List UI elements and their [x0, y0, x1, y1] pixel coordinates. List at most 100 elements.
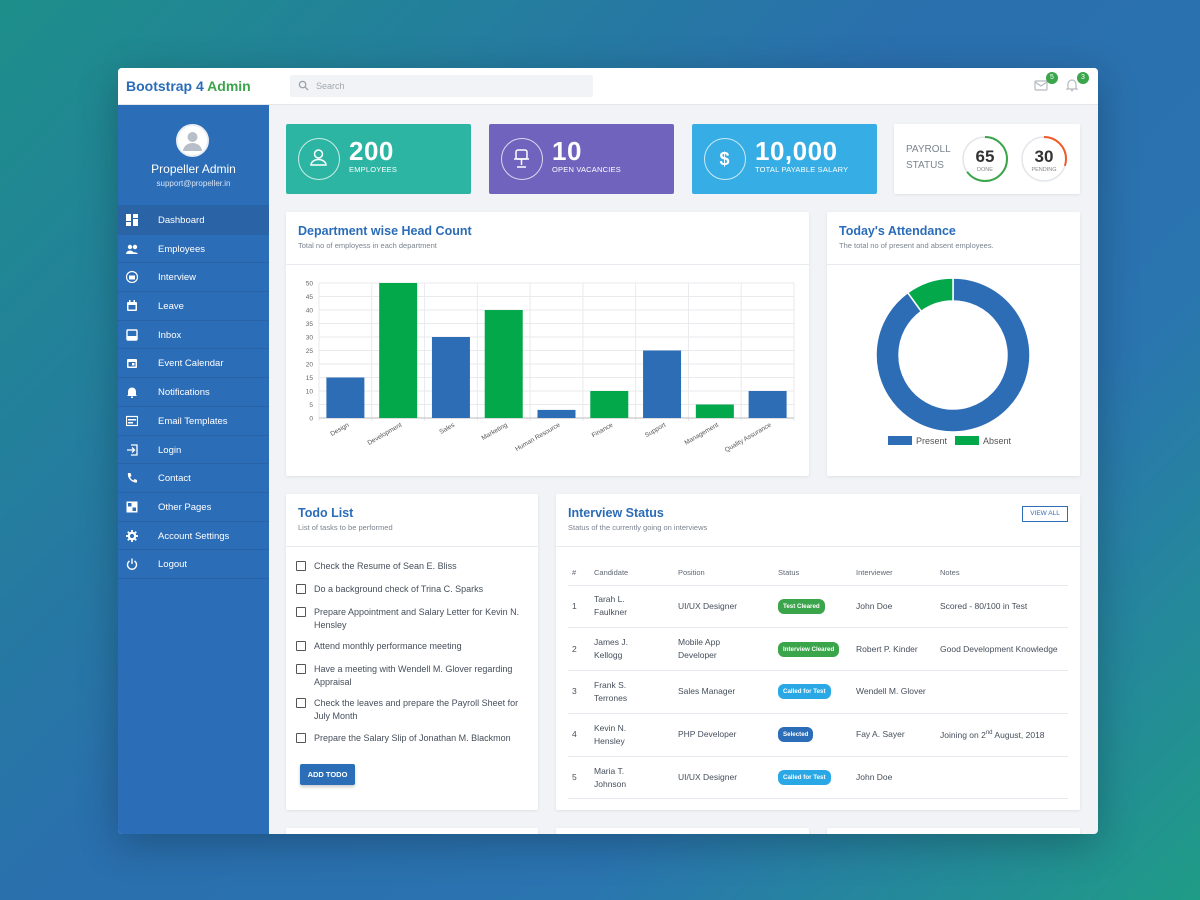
table-row[interactable]: 2 James J. Kellogg Mobile App Developer Int… [568, 627, 1068, 672]
sidebar-item-employees[interactable]: Employees [118, 235, 269, 264]
bell-icon [127, 387, 137, 399]
x-tick-label: Design [329, 421, 350, 437]
column-header: Notes [940, 560, 1068, 586]
add-todo-button[interactable]: ADD TODO [300, 764, 355, 785]
table-row[interactable]: 4 Kevin N. Hensley PHP Developer Selected Fa… [568, 713, 1068, 757]
mail-icon [1034, 80, 1048, 91]
bar-marketing[interactable] [484, 310, 523, 418]
donut-slice-absent[interactable] [906, 277, 954, 313]
todo-card: Todo List List of tasks to be performed … [286, 494, 538, 810]
notes: Joining on 2nd August, 2018 [940, 713, 1068, 757]
card-title: Interview Status [568, 506, 664, 520]
notifications-button[interactable]: 3 [1065, 72, 1089, 94]
interviewer: John Doe [856, 756, 940, 800]
sidebar-item-contact[interactable]: Contact [118, 464, 269, 493]
donut-slice-present[interactable] [875, 277, 1031, 433]
todo-text: Check the leaves and prepare the Payroll… [314, 698, 519, 721]
card-title: Today's Attendance [839, 224, 956, 238]
interviewer: John Doe [856, 585, 940, 629]
briefcase-icon [126, 271, 138, 284]
search-input[interactable] [316, 78, 576, 94]
sidebar-item-leave[interactable]: Leave [118, 292, 269, 321]
todo-checkbox[interactable] [296, 561, 306, 571]
mail-button[interactable]: 5 [1034, 72, 1058, 94]
login-icon [127, 443, 138, 456]
power-icon [126, 558, 138, 571]
view-all-button[interactable]: VIEW ALL [1022, 506, 1068, 522]
template-icon [126, 415, 138, 426]
chair-icon [501, 138, 543, 180]
payroll-title-line1: PAYROLL [906, 144, 951, 155]
sidebar-item-account-settings[interactable]: Account Settings [118, 522, 269, 551]
sidebar-item-inbox[interactable]: Inbox [118, 321, 269, 350]
sidebar-item-dashboard[interactable]: Dashboard [118, 206, 269, 235]
stat-card-salary[interactable]: $ 10,000 TOTAL PAYABLE SALARY [692, 124, 877, 194]
bar-finance[interactable] [590, 391, 629, 418]
candidate-name: Tarah L. Faulkner [594, 585, 678, 629]
stat-card-employees[interactable]: 200 EMPLOYEES [286, 124, 471, 194]
bar-development[interactable] [379, 283, 418, 418]
app-window: Bootstrap 4 Admin 5 3 Propeller Admin su… [118, 68, 1098, 834]
avatar[interactable] [176, 124, 209, 157]
sidebar-item-logout[interactable]: Logout [118, 550, 269, 579]
sidebar: Propeller Admin support@propeller.in Das… [118, 105, 269, 834]
sidebar-item-other-pages[interactable]: Other Pages [118, 493, 269, 522]
todo-checkbox[interactable] [296, 641, 306, 651]
interview-table: # Candidate Position Status Interviewer Notes… [568, 560, 1068, 800]
sidebar-item-label: Logout [158, 559, 188, 571]
brand-suffix: Admin [207, 78, 251, 94]
bar-human-resource[interactable] [537, 409, 576, 418]
profile-name: Propeller Admin [151, 162, 236, 176]
bar-design[interactable] [326, 377, 365, 419]
table-row[interactable]: 5 Maria T. Johnson UI/UX Designer Called fo… [568, 756, 1068, 800]
bar-support[interactable] [643, 350, 682, 419]
todo-text: Check the Resume of Sean E. Bliss [314, 561, 457, 571]
attendance-card: Today's Attendance The total no of prese… [827, 212, 1080, 476]
sidebar-item-notifications[interactable]: Notifications [118, 378, 269, 407]
y-tick-label: 25 [306, 348, 314, 355]
interviewer: Wendell M. Glover [856, 670, 940, 714]
bar-quality-assurance[interactable] [748, 391, 787, 418]
profile-block: Propeller Admin support@propeller.in [118, 105, 269, 206]
bar-sales[interactable] [431, 337, 470, 418]
stat-value: 200 [349, 136, 394, 166]
svg-text:$: $ [719, 149, 729, 169]
status-cell: Interview Cleared [778, 627, 856, 672]
y-tick-label: 35 [306, 321, 314, 328]
legend-present-label[interactable]: Present [916, 436, 948, 446]
legend-absent-label[interactable]: Absent [983, 436, 1012, 446]
x-tick-label: Support [644, 422, 667, 440]
row-number: 5 [568, 756, 594, 800]
sidebar-item-label: Contact [158, 473, 191, 485]
table-row[interactable]: 3 Frank S. Terrones Sales Manager Called fo… [568, 670, 1068, 714]
dashboard-icon [126, 214, 138, 226]
x-tick-label: Quality Assurance [724, 421, 773, 453]
payroll-pending-ring [1021, 136, 1067, 182]
todo-checkbox[interactable] [296, 584, 306, 594]
todo-checkbox[interactable] [296, 698, 306, 708]
interviewer: Fay A. Sayer [856, 713, 940, 757]
sidebar-item-email-templates[interactable]: Email Templates [118, 407, 269, 436]
todo-checkbox[interactable] [296, 607, 306, 617]
sidebar-item-event-calendar[interactable]: Event Calendar [118, 349, 269, 379]
phone-icon [127, 473, 137, 483]
sidebar-item-label: Event Calendar [158, 358, 224, 370]
todo-checkbox[interactable] [296, 664, 306, 674]
position: PHP Developer [678, 713, 778, 757]
bar-management[interactable] [695, 404, 734, 419]
y-tick-label: 0 [309, 416, 313, 423]
stat-card-vacancies[interactable]: 10 OPEN VACANCIES [489, 124, 674, 194]
table-header-row: # Candidate Position Status Interviewer Notes [568, 560, 1068, 586]
notes-sup: nd [985, 730, 993, 737]
stat-label: EMPLOYEES [349, 165, 398, 174]
todo-checkbox[interactable] [296, 733, 306, 743]
legend-absent-swatch [955, 436, 979, 445]
people-icon [126, 244, 138, 254]
candidate-name: Maria T. Johnson [594, 756, 678, 800]
sidebar-item-login[interactable]: Login [118, 436, 269, 465]
sidebar-item-interview[interactable]: Interview [118, 263, 269, 293]
notes-text: Scored - 80/100 in Test [940, 600, 1028, 611]
y-tick-label: 20 [306, 362, 314, 369]
brand-logo[interactable]: Bootstrap 4 Admin [126, 78, 251, 94]
table-row[interactable]: 1 Tarah L. Faulkner UI/UX Designer Test Cle… [568, 585, 1068, 629]
